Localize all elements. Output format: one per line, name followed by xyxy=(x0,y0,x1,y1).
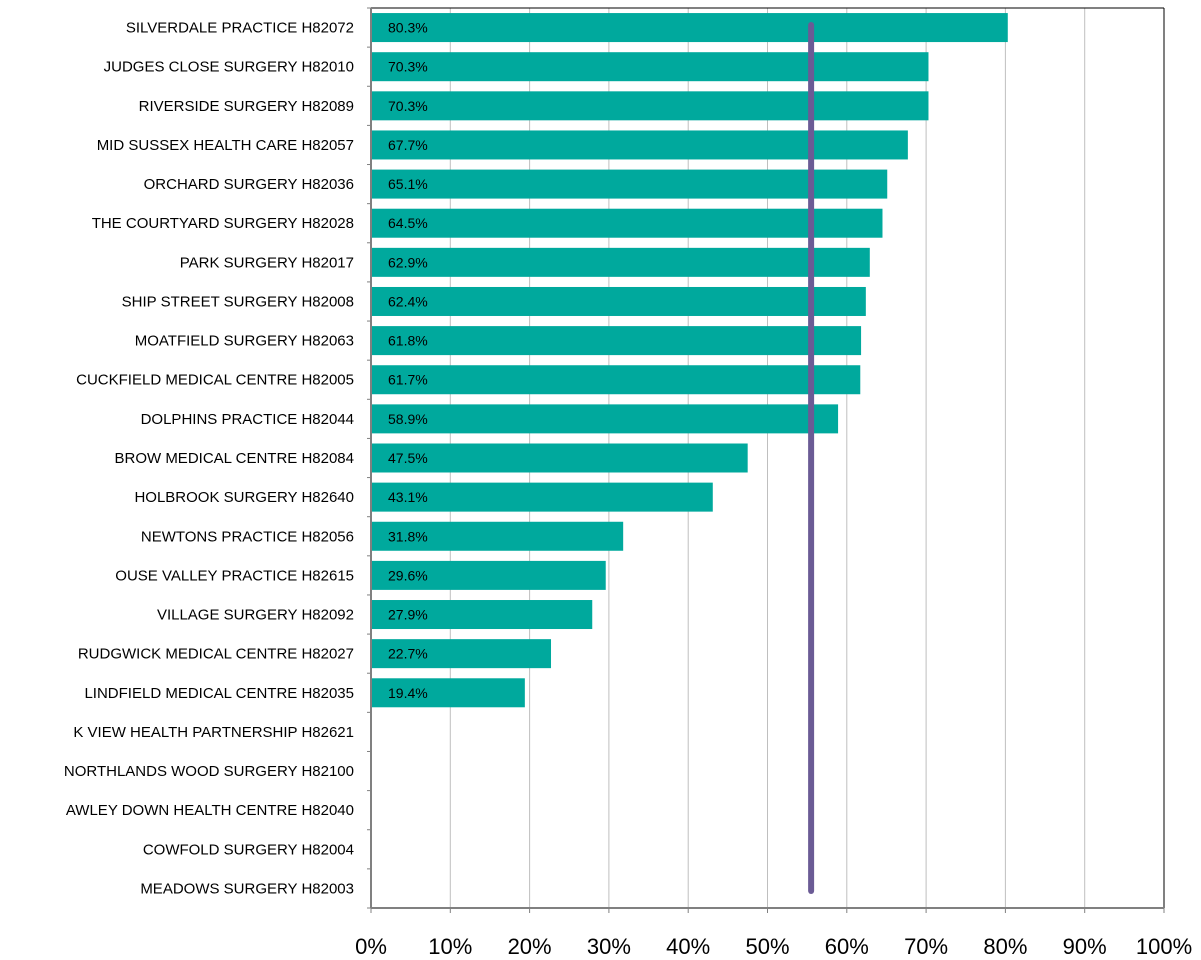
bar-2 xyxy=(371,91,929,121)
bar-12 xyxy=(371,482,713,512)
bar-0 xyxy=(371,13,1008,43)
category-label-6: PARK SURGERY H82017 xyxy=(180,254,354,271)
data-label-4: 65.1% xyxy=(388,176,428,192)
category-label-2: RIVERSIDE SURGERY H82089 xyxy=(139,98,354,115)
x-tick-label-1: 10% xyxy=(428,934,472,955)
category-label-11: BROW MEDICAL CENTRE H82084 xyxy=(114,450,354,467)
x-tick-label-0: 0% xyxy=(355,934,387,955)
category-label-17: LINDFIELD MEDICAL CENTRE H82035 xyxy=(84,685,354,702)
category-label-15: VILLAGE SURGERY H82092 xyxy=(157,607,354,624)
bar-3 xyxy=(371,130,908,160)
bar-15 xyxy=(371,600,593,630)
data-label-11: 47.5% xyxy=(388,450,428,466)
data-label-15: 27.9% xyxy=(388,607,428,623)
category-label-13: NEWTONS PRACTICE H82056 xyxy=(141,528,354,545)
category-label-5: THE COURTYARD SURGERY H82028 xyxy=(92,215,354,232)
x-tick-label-3: 30% xyxy=(587,934,631,955)
category-labels: SILVERDALE PRACTICE H82072 JUDGES CLOSE S… xyxy=(64,20,354,898)
data-label-13: 31.8% xyxy=(388,528,428,544)
x-tick-labels: 0% 10% 20% 30% 40% 50% 60% 70% 80% 90% 100% xyxy=(355,934,1192,959)
category-label-22: MEADOWS SURGERY H82003 xyxy=(140,880,354,897)
bar-16 xyxy=(371,639,552,669)
data-label-3: 67.7% xyxy=(388,137,428,153)
bar-8 xyxy=(371,326,862,356)
category-label-3: MID SUSSEX HEALTH CARE H82057 xyxy=(97,137,354,154)
bar-14 xyxy=(371,560,606,590)
data-label-10: 58.9% xyxy=(388,411,428,427)
bar-4 xyxy=(371,169,888,199)
category-label-21: COWFOLD SURGERY H82004 xyxy=(143,841,354,858)
category-label-20: AWLEY DOWN HEALTH CENTRE H82040 xyxy=(66,802,354,819)
data-label-8: 61.8% xyxy=(388,333,428,349)
x-tick-label-7: 70% xyxy=(904,934,948,955)
bar-10 xyxy=(371,404,839,434)
category-label-7: SHIP STREET SURGERY H82008 xyxy=(122,293,354,310)
data-label-17: 19.4% xyxy=(388,685,428,701)
bar-9 xyxy=(371,365,861,395)
data-label-16: 22.7% xyxy=(388,646,428,662)
category-label-8: MOATFIELD SURGERY H82063 xyxy=(135,333,354,350)
x-tick-label-5: 50% xyxy=(745,934,789,955)
category-label-14: OUSE VALLEY PRACTICE H82615 xyxy=(115,567,354,584)
category-label-12: HOLBROOK SURGERY H82640 xyxy=(134,489,354,506)
category-label-16: RUDGWICK MEDICAL CENTRE H82027 xyxy=(78,646,354,663)
x-tick-label-6: 60% xyxy=(825,934,869,955)
bar-17 xyxy=(371,678,525,708)
category-label-10: DOLPHINS PRACTICE H82044 xyxy=(141,411,354,428)
category-label-9: CUCKFIELD MEDICAL CENTRE H82005 xyxy=(76,372,354,389)
bar-7 xyxy=(371,286,866,316)
bar-5 xyxy=(371,208,883,238)
data-label-6: 62.9% xyxy=(388,254,428,270)
bar-6 xyxy=(371,247,870,277)
data-label-12: 43.1% xyxy=(388,489,428,505)
x-tick-label-4: 40% xyxy=(666,934,710,955)
bars xyxy=(371,13,1008,708)
x-tick-label-2: 20% xyxy=(508,934,552,955)
data-label-9: 61.7% xyxy=(388,372,428,388)
category-label-19: NORTHLANDS WOOD SURGERY H82100 xyxy=(64,763,354,780)
category-label-1: JUDGES CLOSE SURGERY H82010 xyxy=(104,59,354,76)
bar-11 xyxy=(371,443,748,473)
bar-13 xyxy=(371,521,624,551)
category-label-0: SILVERDALE PRACTICE H82072 xyxy=(126,20,354,37)
data-label-7: 62.4% xyxy=(388,293,428,309)
category-label-4: ORCHARD SURGERY H82036 xyxy=(144,176,354,193)
x-tick-label-9: 90% xyxy=(1063,934,1107,955)
data-label-1: 70.3% xyxy=(388,59,428,75)
data-labels: 80.3% 70.3% 70.3% 67.7% 65.1% 64.5% 62.9% 62.4%… xyxy=(388,20,428,701)
data-label-5: 64.5% xyxy=(388,215,428,231)
x-tick-label-10: 100% xyxy=(1136,934,1192,955)
data-label-0: 80.3% xyxy=(388,20,428,36)
data-label-14: 29.6% xyxy=(388,567,428,583)
category-label-18: K VIEW HEALTH PARTNERSHIP H82621 xyxy=(73,724,354,741)
bar-1 xyxy=(371,52,929,82)
data-label-2: 70.3% xyxy=(388,98,428,114)
x-tick-label-8: 80% xyxy=(983,934,1027,955)
axes xyxy=(367,7,1165,913)
